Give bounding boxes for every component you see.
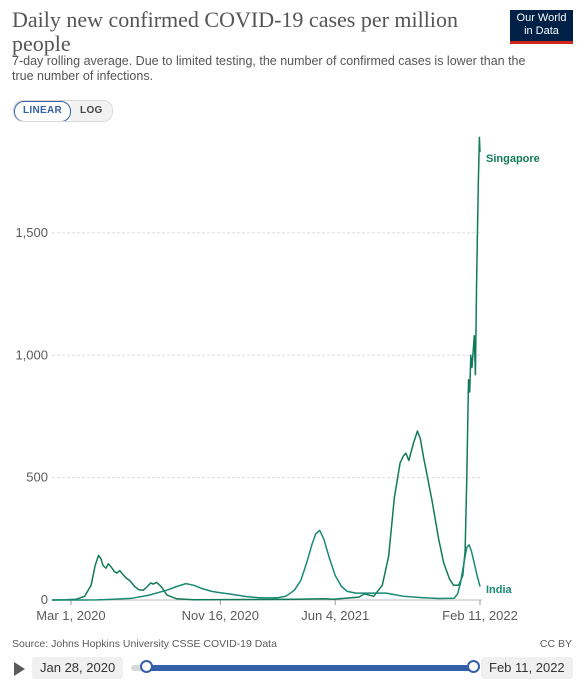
timeline-end-handle[interactable]: [467, 660, 480, 673]
logo-line-1: Our World: [516, 12, 567, 24]
series-line-india[interactable]: [52, 529, 481, 601]
scale-toggle: LINEAR LOG: [13, 100, 113, 122]
timeline-slider: Jan 28, 2020 Feb 11, 2022: [0, 655, 585, 681]
linear-scale-button[interactable]: LINEAR: [14, 101, 72, 121]
y-tick-label: 1,500: [15, 225, 48, 240]
y-tick-label: 0: [41, 592, 48, 607]
x-tick-label: Feb 11, 2022: [442, 608, 518, 623]
source-note[interactable]: Source: Johns Hopkins University CSSE CO…: [12, 638, 277, 650]
play-icon[interactable]: [14, 662, 25, 676]
series-label-india[interactable]: India: [486, 584, 513, 596]
y-tick-label: 1,000: [15, 347, 48, 362]
timeline-start-date[interactable]: Jan 28, 2020: [32, 657, 124, 679]
y-axis-ticks: 0 500 1,000 1,500: [15, 225, 48, 607]
gridlines: [52, 232, 482, 601]
x-axis-ticks: Mar 1, 2020 Nov 16, 2020 Jun 4, 2021 Feb 11…: [36, 600, 518, 623]
line-chart: 0 500 1,000 1,500 Mar 1, 2020 Nov 16, 2020 Ju…: [15, 136, 540, 623]
logo-line-2: in Data: [524, 25, 559, 37]
timeline-end-date[interactable]: Feb 11, 2022: [481, 657, 573, 679]
x-tick-label: Nov 16, 2020: [182, 608, 259, 623]
owid-logo[interactable]: Our World in Data: [510, 10, 573, 44]
logo-red-bar: [510, 41, 573, 44]
license-link[interactable]: CC BY: [539, 638, 572, 650]
series-label-singapore[interactable]: Singapore: [486, 153, 540, 165]
x-tick-label: Jun 4, 2021: [301, 608, 369, 623]
series-line-singapore[interactable]: [51, 136, 481, 601]
chart-title: Daily new confirmed COVID-19 cases per m…: [12, 7, 458, 56]
timeline-selected-range[interactable]: [146, 665, 474, 671]
chart-subtitle: 7-day rolling average. Due to limited te…: [12, 54, 526, 83]
series-lines: [51, 136, 481, 601]
x-tick-label: Mar 1, 2020: [36, 608, 105, 623]
series-labels: Singapore India: [486, 153, 540, 596]
timeline-start-handle[interactable]: [140, 660, 153, 673]
log-scale-button[interactable]: LOG: [71, 101, 112, 121]
y-tick-label: 500: [26, 470, 48, 485]
